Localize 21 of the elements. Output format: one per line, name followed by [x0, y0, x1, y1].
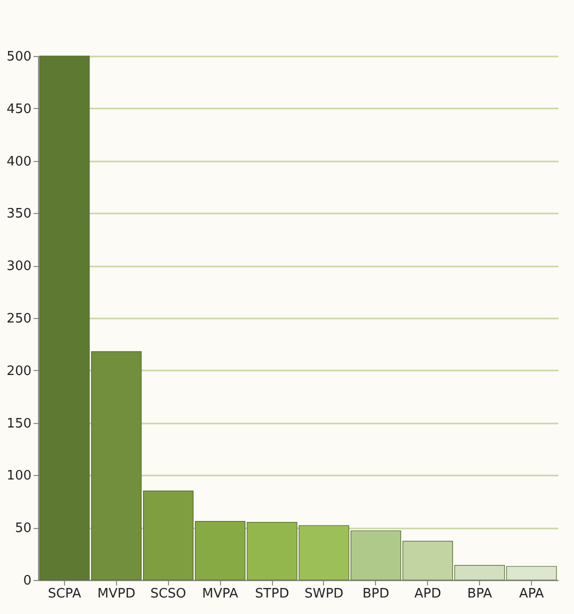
y-tick-label: 450: [6, 102, 32, 117]
x-tick-label: BPA: [467, 586, 492, 602]
x-tick-label: MVPD: [97, 586, 136, 602]
x-tick-label: APD: [414, 586, 442, 602]
y-tick-label: 200: [6, 364, 32, 379]
x-tick-label: MVPA: [202, 586, 238, 602]
y-tick-label: 100: [6, 468, 32, 484]
y-tick-label: 300: [6, 259, 32, 274]
x-tick-label: SWPD: [304, 586, 344, 602]
y-tick-label: 50: [14, 521, 32, 536]
y-tick-label: 500: [6, 50, 32, 64]
x-tick-label: BPD: [362, 586, 390, 602]
x-tick-label: STPD: [255, 586, 290, 602]
y-tick-label: 350: [6, 206, 32, 222]
x-tick-label: APA: [519, 586, 544, 602]
x-tick-label: SCPA: [48, 586, 82, 602]
y-tick-label: 400: [6, 154, 32, 170]
y-tick-label: 0: [23, 574, 32, 588]
y-tick-label: 150: [6, 416, 32, 432]
y-tick-label: 250: [6, 312, 32, 326]
x-tick-label: SCSO: [150, 586, 186, 602]
